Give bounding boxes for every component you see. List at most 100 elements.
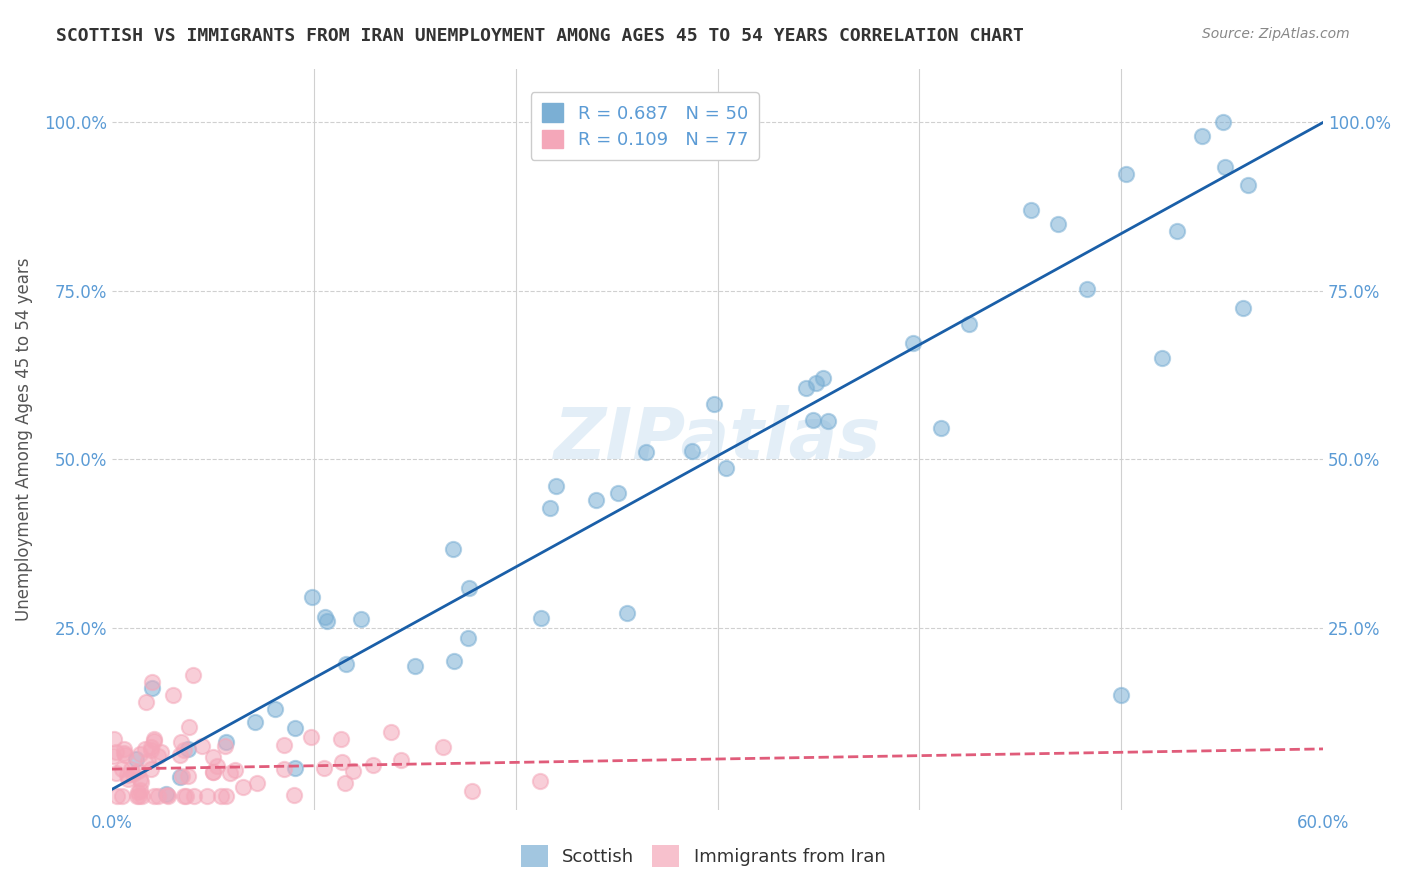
Point <box>141 674 163 689</box>
Point <box>136 754 159 768</box>
Point <box>1232 301 1254 315</box>
Point <box>112 742 135 756</box>
Point <box>1115 167 1137 181</box>
Point <box>314 609 336 624</box>
Point <box>173 743 195 757</box>
Point <box>232 780 254 795</box>
Point <box>794 381 817 395</box>
Point <box>142 789 165 803</box>
Point <box>141 743 163 757</box>
Point <box>146 789 169 803</box>
Point <box>134 742 156 756</box>
Point <box>129 774 152 789</box>
Point <box>606 486 628 500</box>
Point <box>148 748 170 763</box>
Point <box>125 751 148 765</box>
Point <box>170 735 193 749</box>
Point <box>813 371 835 385</box>
Point <box>1213 160 1236 174</box>
Point <box>703 397 725 411</box>
Point <box>143 732 166 747</box>
Point <box>457 632 479 646</box>
Point <box>801 412 824 426</box>
Point <box>155 787 177 801</box>
Point <box>443 654 465 668</box>
Point <box>716 460 738 475</box>
Point <box>139 762 162 776</box>
Point <box>110 763 132 777</box>
Point <box>179 720 201 734</box>
Point <box>177 742 200 756</box>
Point <box>432 739 454 754</box>
Point <box>129 782 152 797</box>
Point <box>127 785 149 799</box>
Point <box>330 756 353 770</box>
Point <box>530 610 553 624</box>
Point <box>681 443 703 458</box>
Point <box>1166 224 1188 238</box>
Point <box>214 739 236 753</box>
Point <box>441 541 464 556</box>
Text: Source: ZipAtlas.com: Source: ZipAtlas.com <box>1202 27 1350 41</box>
Point <box>201 764 224 779</box>
Point <box>155 788 177 802</box>
Point <box>121 767 143 781</box>
Point <box>129 747 152 762</box>
Point <box>1076 282 1098 296</box>
Point <box>335 657 357 672</box>
Point <box>105 745 128 759</box>
Legend: Scottish, Immigrants from Iran: Scottish, Immigrants from Iran <box>513 838 893 874</box>
Point <box>901 336 924 351</box>
Point <box>162 688 184 702</box>
Point <box>115 768 138 782</box>
Point <box>172 769 194 783</box>
Point <box>224 763 246 777</box>
Point <box>111 789 134 803</box>
Point <box>817 414 839 428</box>
Point <box>202 764 225 779</box>
Point <box>315 614 337 628</box>
Point <box>1212 115 1234 129</box>
Point <box>127 789 149 803</box>
Text: SCOTTISH VS IMMIGRANTS FROM IRAN UNEMPLOYMENT AMONG AGES 45 TO 54 YEARS CORRELAT: SCOTTISH VS IMMIGRANTS FROM IRAN UNEMPLO… <box>56 27 1024 45</box>
Point <box>389 753 412 767</box>
Point <box>169 747 191 762</box>
Point <box>333 776 356 790</box>
Point <box>540 501 562 516</box>
Point <box>634 444 657 458</box>
Point <box>312 761 335 775</box>
Point <box>804 376 827 391</box>
Point <box>127 764 149 778</box>
Point <box>215 789 238 803</box>
Point <box>1019 202 1042 217</box>
Point <box>142 734 165 748</box>
Text: ZIPatlas: ZIPatlas <box>554 405 882 474</box>
Point <box>112 746 135 760</box>
Point <box>380 725 402 739</box>
Point <box>301 590 323 604</box>
Point <box>135 695 157 709</box>
Point <box>195 789 218 803</box>
Point <box>141 681 163 695</box>
Point <box>215 735 238 749</box>
Point <box>202 750 225 764</box>
Y-axis label: Unemployment Among Ages 45 to 54 years: Unemployment Among Ages 45 to 54 years <box>15 257 32 621</box>
Point <box>457 581 479 595</box>
Point <box>131 789 153 803</box>
Legend: R = 0.687   N = 50, R = 0.109   N = 77: R = 0.687 N = 50, R = 0.109 N = 77 <box>531 93 759 160</box>
Point <box>273 738 295 752</box>
Point <box>101 749 124 764</box>
Point <box>273 762 295 776</box>
Point <box>1236 178 1258 192</box>
Point <box>205 759 228 773</box>
Point <box>105 789 128 803</box>
Point <box>461 783 484 797</box>
Point <box>243 715 266 730</box>
Point <box>299 730 322 744</box>
Point <box>404 659 426 673</box>
Point <box>104 766 127 780</box>
Point <box>128 772 150 786</box>
Point <box>283 788 305 802</box>
Point <box>114 747 136 762</box>
Point <box>174 789 197 803</box>
